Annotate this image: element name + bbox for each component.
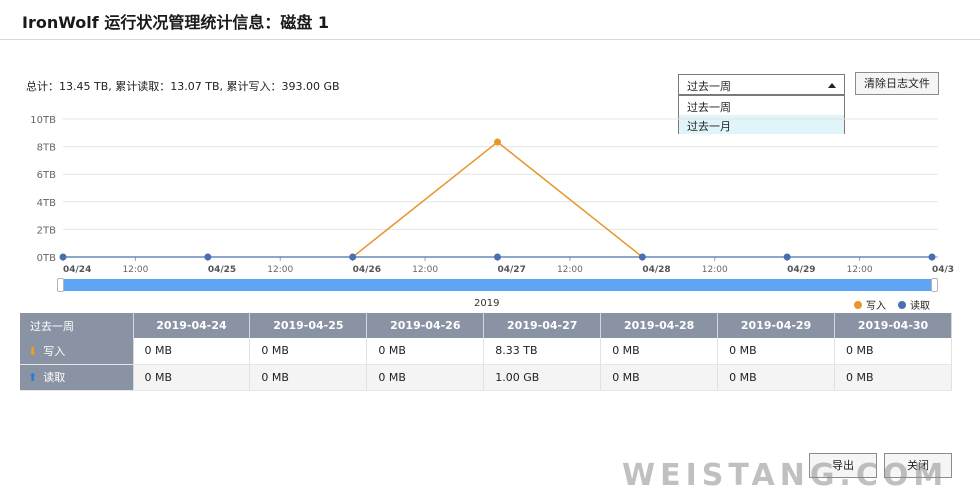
chart-x-axis: 04/24 12:00 04/25 12:00 04/26 12:00 04/27 12:00… <box>62 257 954 275</box>
chart-series <box>59 138 936 261</box>
chart-grid <box>63 118 938 258</box>
y-tick-label: 6TB <box>37 170 56 181</box>
table-cell: 0 MB <box>366 338 485 365</box>
period-dropdown: 过去一周 过去一月 <box>678 95 845 134</box>
table-header-date: 2019-04-28 <box>600 313 719 338</box>
read-data-point[interactable] <box>928 253 936 261</box>
table-cell: 1.00 GB <box>483 364 602 391</box>
table-cell: 8.33 TB <box>483 338 602 365</box>
y-tick-label: 4TB <box>37 198 56 209</box>
x-tick-label: 04/29 <box>787 265 815 275</box>
x-tick-label: 12:00 <box>267 265 293 275</box>
write-data-point[interactable] <box>494 138 501 146</box>
write-value: 393.00 GB <box>281 80 340 93</box>
y-tick-label: 8TB <box>37 143 56 154</box>
table-cell: 0 MB <box>600 364 719 391</box>
read-value: 13.07 TB <box>170 80 220 93</box>
x-tick-label: 04/3 <box>932 265 954 275</box>
x-year-label: 2019 <box>474 298 500 309</box>
export-button[interactable]: 导出 <box>809 453 877 478</box>
x-tick-label: 04/27 <box>498 265 526 275</box>
y-tick-label: 0TB <box>37 253 56 264</box>
table-cell: 0 MB <box>717 364 836 391</box>
usage-table: 过去一周 2019-04-24 2019-04-25 2019-04-26 20… <box>20 313 952 391</box>
x-tick-label: 04/28 <box>642 265 670 275</box>
table-header-period: 过去一周 <box>20 313 134 338</box>
period-option-week[interactable]: 过去一周 <box>687 101 731 114</box>
x-tick-label: 04/26 <box>353 265 381 275</box>
legend-item-read[interactable]: 读取 <box>898 297 930 312</box>
table-header-date: 2019-04-27 <box>483 313 602 338</box>
row-label-write-text: 写入 <box>43 344 66 358</box>
x-tick-label: 12:00 <box>702 265 728 275</box>
legend-read-label: 读取 <box>910 301 930 312</box>
table-header-date: 2019-04-30 <box>834 313 952 338</box>
y-tick-label: 10TB <box>30 115 56 126</box>
table-cell: 0 MB <box>249 338 368 365</box>
dialog-title: IronWolf 运行状况管理统计信息：磁盘 1 <box>22 13 330 32</box>
table-header-date: 2019-04-26 <box>366 313 485 338</box>
x-tick-label: 12:00 <box>122 265 148 275</box>
write-series-line <box>352 141 643 258</box>
x-tick-label: 04/25 <box>208 265 236 275</box>
slider-right-handle[interactable] <box>931 278 938 292</box>
read-data-point[interactable] <box>783 253 791 261</box>
y-tick-label: 2TB <box>37 225 56 236</box>
table-cell: 0 MB <box>133 338 251 365</box>
table-header-date: 2019-04-24 <box>133 313 251 338</box>
table-cell: 0 MB <box>834 364 952 391</box>
read-arrow-up-icon: ⬆ <box>28 371 38 384</box>
total-value: 13.45 TB <box>59 80 109 93</box>
legend-write-label: 写入 <box>866 301 886 312</box>
period-selected-value: 过去一周 <box>687 80 731 93</box>
table-row: ⬆ 读取 0 MB 0 MB 0 MB 1.00 GB 0 MB 0 MB 0 M… <box>20 364 952 391</box>
read-data-point[interactable] <box>638 253 646 261</box>
table-cell: 0 MB <box>366 364 485 391</box>
x-tick-label: 12:00 <box>557 265 583 275</box>
slider-left-handle[interactable] <box>57 278 64 292</box>
table-cell: 0 MB <box>133 364 251 391</box>
chart-legend: 写入 读取 <box>854 297 930 312</box>
table-header-row: 过去一周 2019-04-24 2019-04-25 2019-04-26 20… <box>20 313 952 338</box>
row-label-read: ⬆ 读取 <box>20 364 134 391</box>
table-header-date: 2019-04-29 <box>717 313 836 338</box>
period-select[interactable]: 过去一周 <box>678 74 845 95</box>
row-label-write: ⬇ 写入 <box>20 338 134 365</box>
read-data-point[interactable] <box>204 253 212 261</box>
table-cell: 0 MB <box>834 338 952 365</box>
caret-up-icon <box>828 83 836 88</box>
legend-write-dot <box>854 300 862 309</box>
table-header-date: 2019-04-25 <box>249 313 368 338</box>
total-label: 总计： <box>26 80 59 93</box>
watermark: WEISTANG.COM <box>622 458 949 493</box>
period-option-month[interactable]: 过去一月 <box>679 115 844 134</box>
usage-summary: 总计：13.45 TB, 累计读取：13.07 TB, 累计写入：393.00 … <box>26 78 340 94</box>
read-data-point[interactable] <box>494 253 501 261</box>
table-cell: 0 MB <box>249 364 368 391</box>
clear-log-button[interactable]: 清除日志文件 <box>855 72 939 95</box>
x-tick-label: 12:00 <box>412 265 438 275</box>
chart-y-axis: 10TB 8TB 6TB 4TB 2TB 0TB <box>30 115 56 264</box>
table-row: ⬇ 写入 0 MB 0 MB 0 MB 8.33 TB 0 MB 0 MB 0 M… <box>20 338 952 365</box>
legend-item-write[interactable]: 写入 <box>854 297 886 312</box>
table-cell: 0 MB <box>600 338 719 365</box>
read-label: , 累计读取： <box>108 80 171 93</box>
read-data-point[interactable] <box>59 253 67 261</box>
close-button[interactable]: 关闭 <box>884 453 952 478</box>
time-range-slider[interactable] <box>57 279 938 291</box>
write-label: , 累计写入： <box>219 80 282 93</box>
read-data-point[interactable] <box>349 253 357 261</box>
dialog-titlebar: IronWolf 运行状况管理统计信息：磁盘 1 <box>0 0 980 40</box>
row-label-read-text: 读取 <box>43 371 66 384</box>
write-arrow-down-icon: ⬇ <box>28 344 38 358</box>
usage-chart: 10TB 8TB 6TB 4TB 2TB 0TB 04/24 12:00 04/25 12:00… <box>30 115 954 275</box>
x-tick-label: 04/24 <box>63 265 91 275</box>
x-tick-label: 12:00 <box>847 265 873 275</box>
legend-read-dot <box>898 300 906 309</box>
table-cell: 0 MB <box>717 338 836 365</box>
